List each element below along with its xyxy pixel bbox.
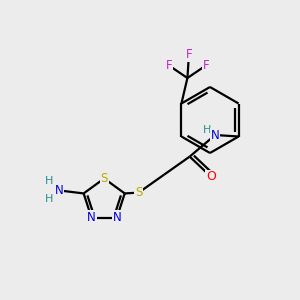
Text: H: H xyxy=(45,176,54,186)
Text: H: H xyxy=(202,124,211,135)
Text: F: F xyxy=(166,59,172,72)
Text: N: N xyxy=(55,184,63,197)
Text: F: F xyxy=(186,48,192,61)
Text: N: N xyxy=(87,211,96,224)
Text: O: O xyxy=(206,170,216,184)
Text: F: F xyxy=(203,59,209,72)
Text: S: S xyxy=(135,186,142,199)
Text: H: H xyxy=(45,194,54,204)
Text: S: S xyxy=(100,172,108,185)
Text: N: N xyxy=(112,211,121,224)
Text: N: N xyxy=(211,128,220,142)
